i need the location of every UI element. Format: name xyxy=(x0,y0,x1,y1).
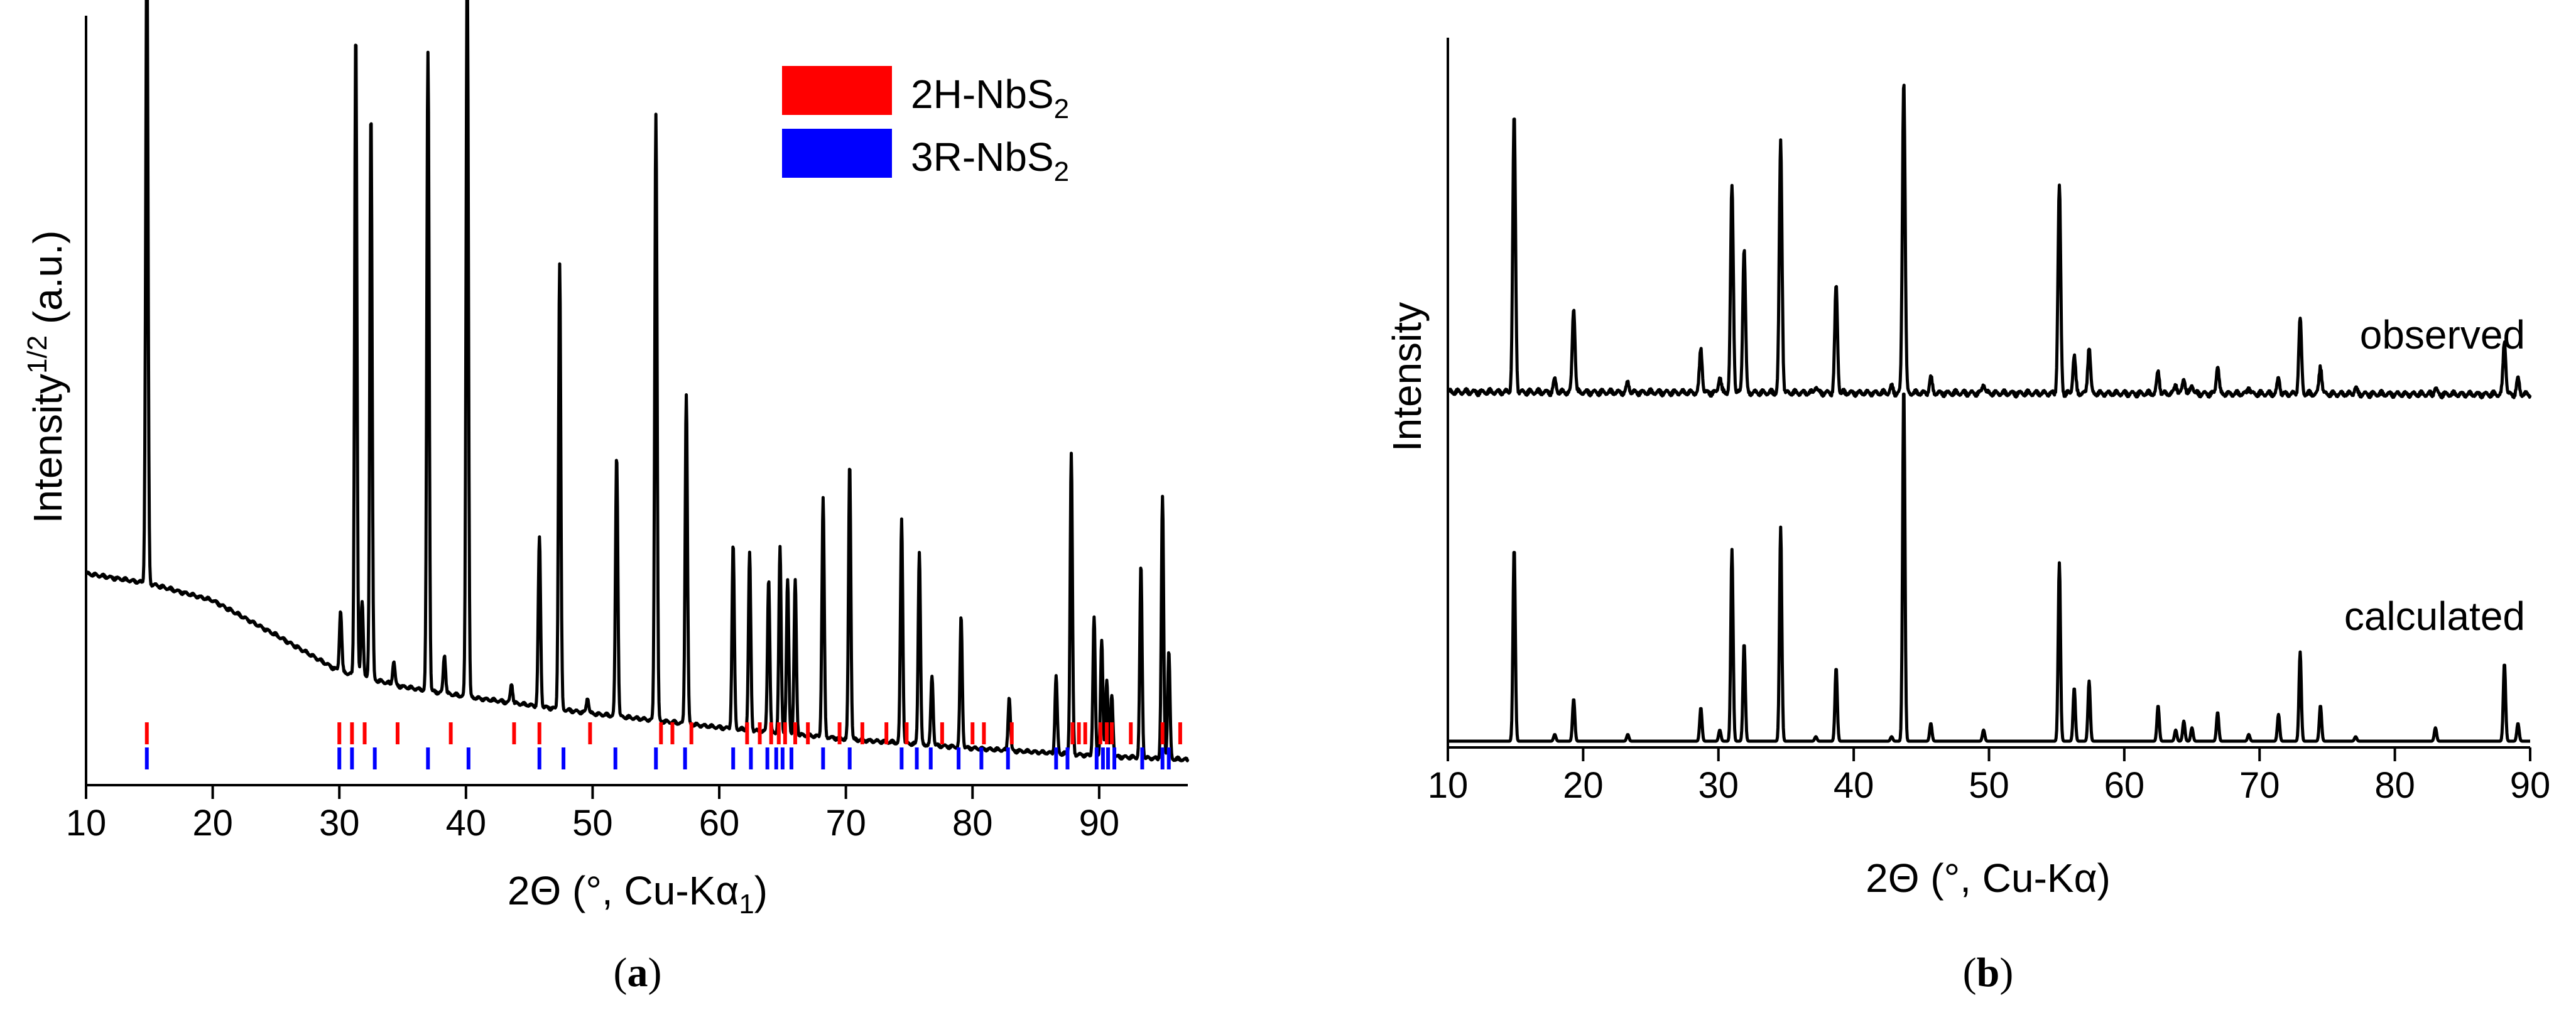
panel-a-x-tick-label: 40 xyxy=(446,803,487,844)
legend-label-2H: 2H-NbS2 xyxy=(911,72,1069,124)
panel-b-x-tick-label: 60 xyxy=(2104,765,2145,806)
legend-label-3R: 3R-NbS2 xyxy=(911,134,1069,187)
panel-b-x-tick-label: 70 xyxy=(2239,765,2280,806)
panel-a-x-tick-label: 60 xyxy=(699,803,740,844)
panel-a-x-tick-label: 30 xyxy=(319,803,360,844)
panel-b-x-tick-label: 20 xyxy=(1563,765,1604,806)
panel-a-x-axis-title: 2Θ (°, Cu-Kα1) xyxy=(508,868,768,920)
panel-a-x-tick-label: 70 xyxy=(825,803,866,844)
panel-a-x-tick-label: 10 xyxy=(66,803,107,844)
panel-a-legend: 2H-NbS2 3R-NbS2 xyxy=(782,66,1069,187)
panel-b-x-tick-label: 90 xyxy=(2510,765,2551,806)
panel-a-y-axis-title: Intensity1/2 (a.u.) xyxy=(22,231,70,524)
panel-a-chart: 10 20 30 40 50 60 70 80 90 2H-NbS2 3R-NbS2 Inten… xyxy=(22,0,1190,996)
panel-b-x-tick-label: 30 xyxy=(1698,765,1739,806)
panel-a-x-ticks: 10 20 30 40 50 60 70 80 90 xyxy=(66,785,1119,844)
annotation-observed: observed xyxy=(2360,312,2525,357)
panel-a-label: (a) xyxy=(614,950,662,996)
annotation-calculated: calculated xyxy=(2344,594,2525,639)
panel-b-chart: 10 20 30 40 50 60 70 80 90 observed calculated I… xyxy=(1384,38,2550,996)
panel-a-x-tick-label: 20 xyxy=(192,803,233,844)
panel-b-x-tick-label: 50 xyxy=(1969,765,2009,806)
panel-a-x-tick-label: 50 xyxy=(572,803,613,844)
panel-a-xrd-trace xyxy=(85,0,1190,763)
panel-b-label: (b) xyxy=(1963,950,2014,996)
panel-b-calculated-trace xyxy=(1447,393,2531,743)
panel-a-x-tick-label: 90 xyxy=(1079,803,1120,844)
legend-swatch-3R xyxy=(782,129,892,178)
panel-b-x-axis-title: 2Θ (°, Cu-Kα) xyxy=(1866,855,2111,901)
panel-a-x-tick-label: 80 xyxy=(952,803,993,844)
panel-a-3R-reflection-ticks xyxy=(144,747,1171,769)
panel-b-x-tick-label: 10 xyxy=(1428,765,1469,806)
panel-a-2H-reflection-ticks xyxy=(144,722,1182,744)
panel-b-y-axis-title: Intensity xyxy=(1384,302,1430,452)
panel-b-x-tick-label: 40 xyxy=(1834,765,1874,806)
panel-b-x-ticks: 10 20 30 40 50 60 70 80 90 xyxy=(1428,747,2551,806)
panel-b-x-tick-label: 80 xyxy=(2374,765,2415,806)
legend-swatch-2H xyxy=(782,66,892,115)
panel-b-observed-trace xyxy=(1446,84,2532,399)
